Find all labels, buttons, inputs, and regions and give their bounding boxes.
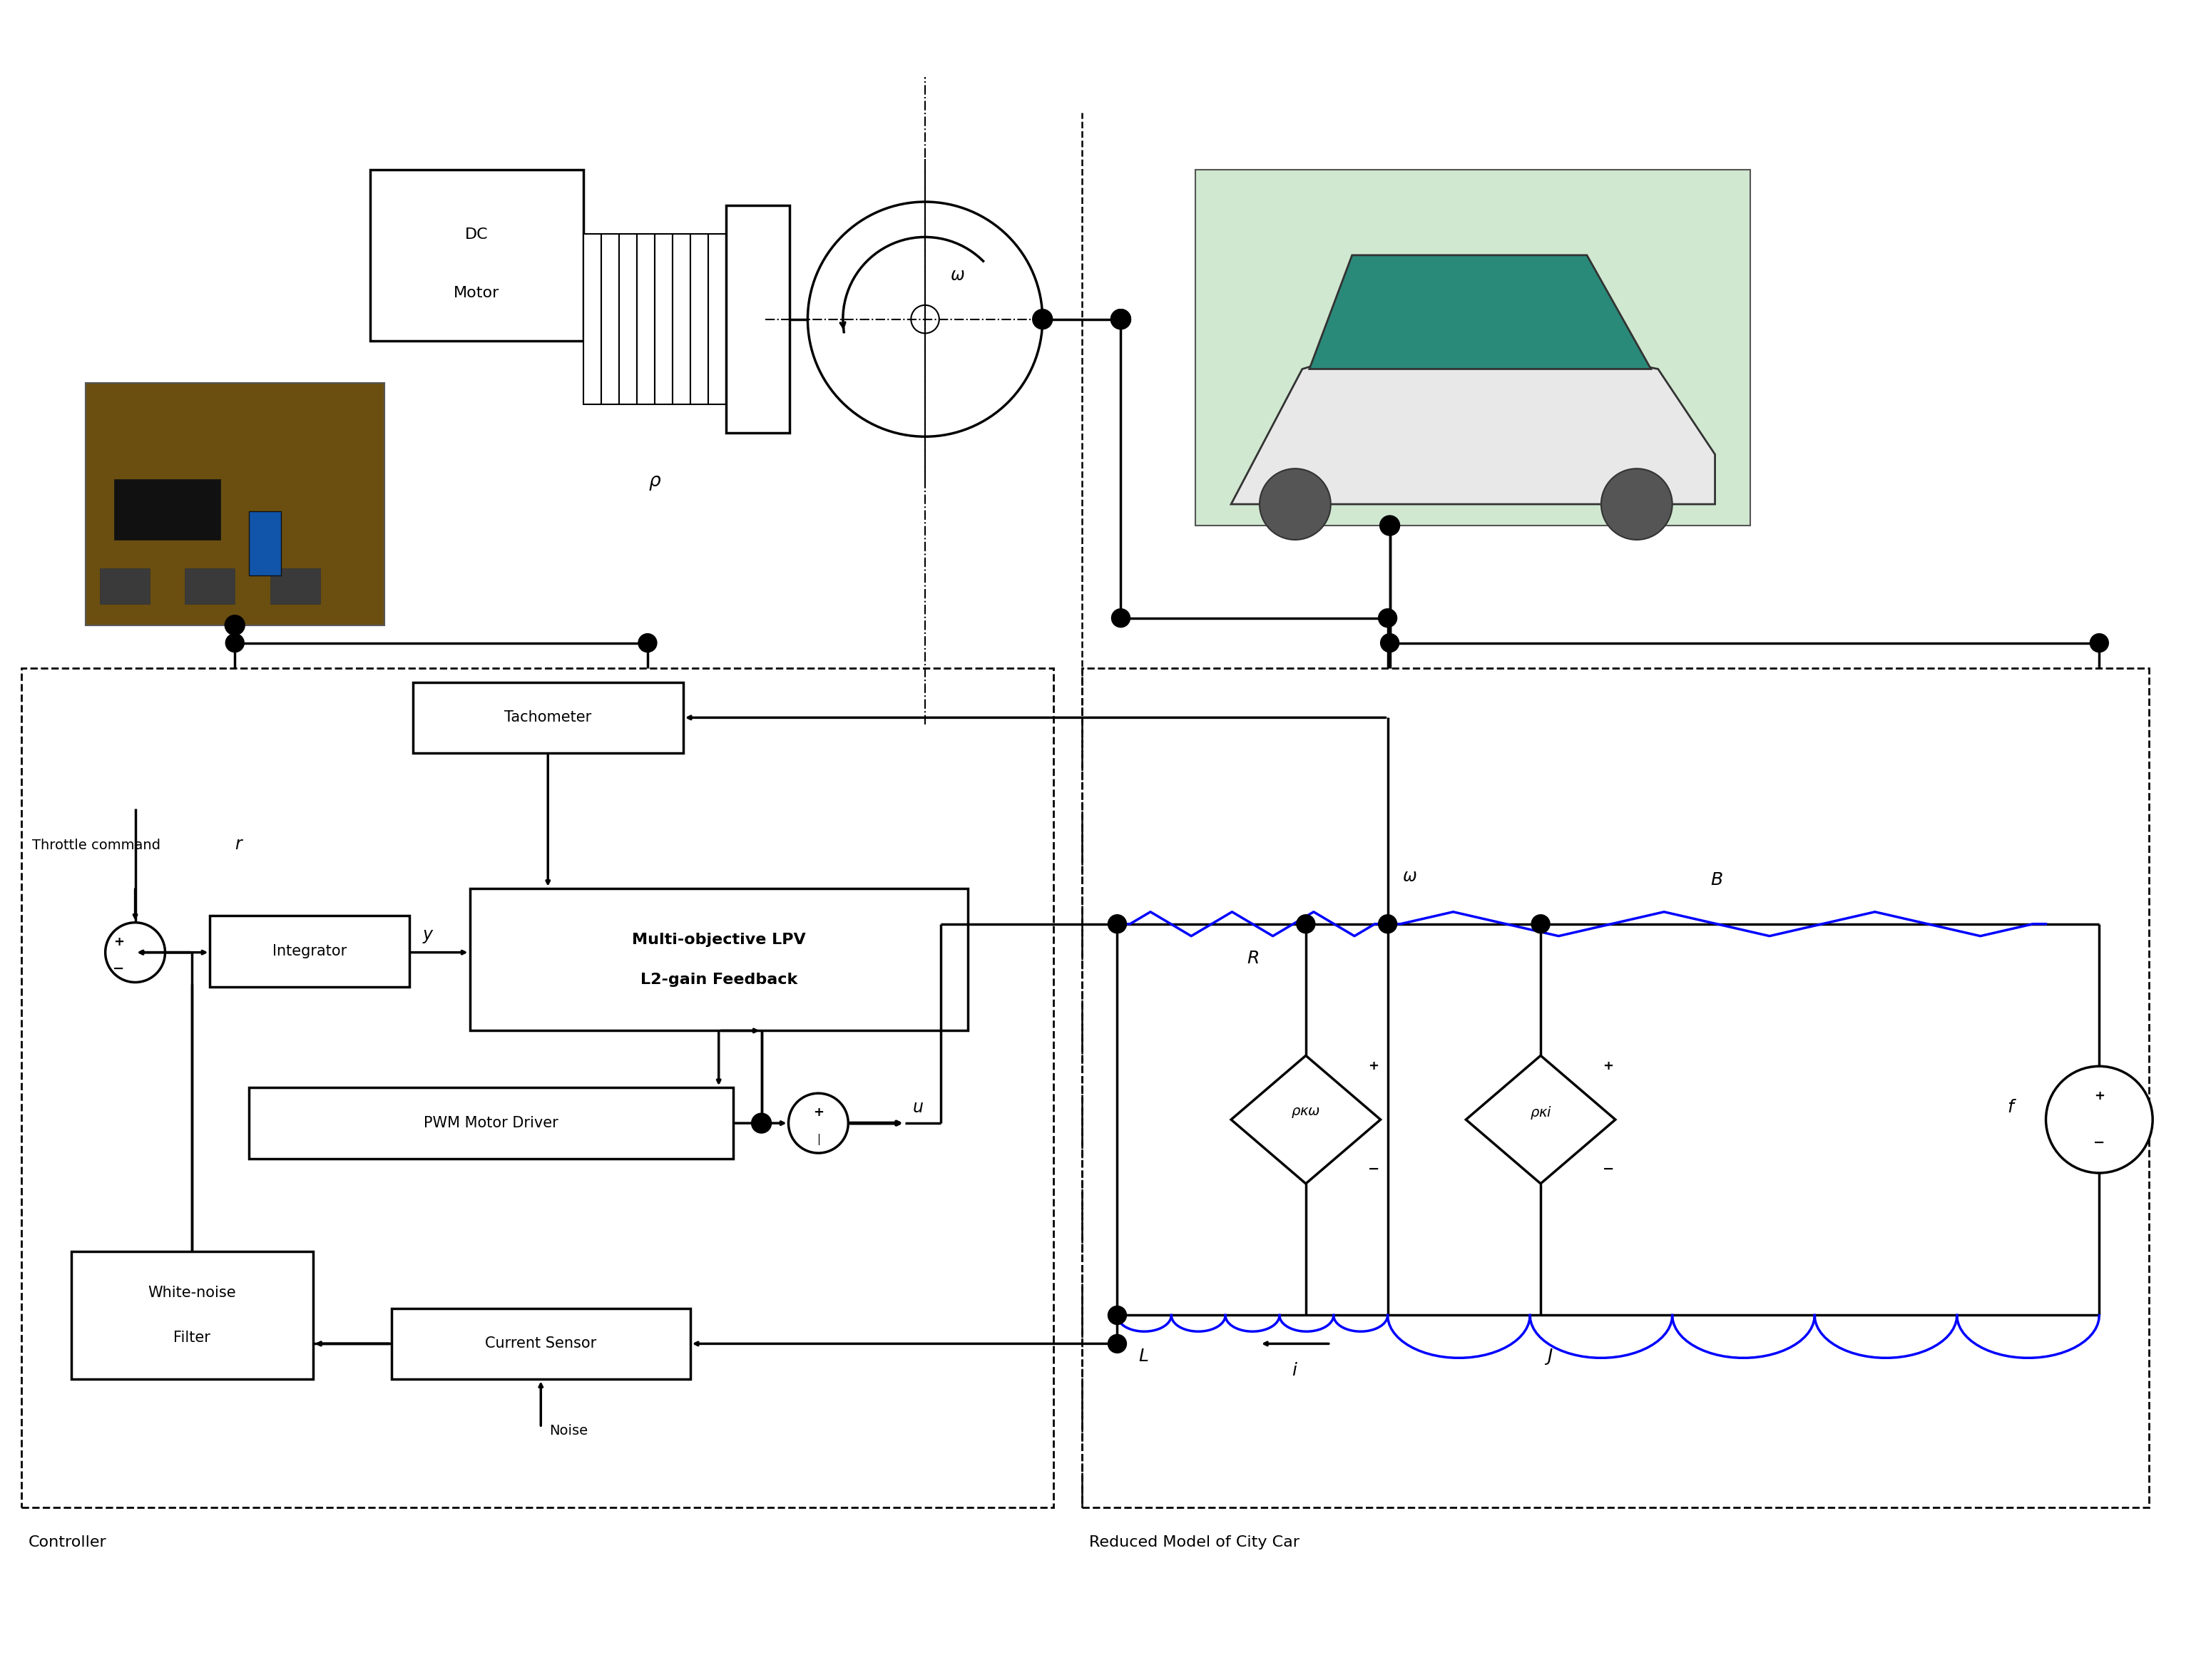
Text: $y$: $y$ [421,927,435,944]
Circle shape [106,922,165,983]
Bar [22,669,1052,1507]
Bar [726,205,790,433]
Circle shape [1381,633,1399,652]
Circle shape [225,615,245,635]
Text: Filter: Filter [174,1331,210,1346]
Bar [602,234,620,405]
Bar [1081,669,2149,1507]
Bar [620,234,638,405]
Text: Multi-objective LPV: Multi-objective LPV [631,932,805,948]
Bar [115,479,221,539]
Circle shape [752,1114,772,1132]
Text: +: + [113,936,124,949]
Circle shape [2045,1067,2153,1173]
Bar [673,234,690,405]
Circle shape [911,306,940,333]
Text: $r$: $r$ [234,835,245,853]
Circle shape [1107,1334,1127,1352]
Text: $R$: $R$ [1246,949,1257,966]
Circle shape [2089,633,2109,652]
Circle shape [1112,309,1132,329]
Bar [638,234,655,405]
Bar [271,568,320,603]
Text: L2-gain Feedback: L2-gain Feedback [640,973,796,986]
Text: $f$: $f$ [2007,1099,2016,1116]
Polygon shape [1310,255,1650,370]
Text: $\rho\kappa i$: $\rho\kappa i$ [1529,1104,1551,1121]
Circle shape [788,1094,849,1152]
Text: −: − [1602,1163,1615,1176]
Circle shape [1107,1305,1127,1324]
Circle shape [1112,309,1132,329]
Text: $\omega$: $\omega$ [1401,867,1416,885]
Bar [708,234,726,405]
Text: $i$: $i$ [1291,1362,1297,1379]
Bar [249,511,280,575]
Bar [470,889,968,1030]
Bar [86,383,384,625]
Text: $J$: $J$ [1544,1347,1553,1366]
Circle shape [1297,914,1315,932]
Text: $u$: $u$ [913,1099,924,1116]
Text: $\rho$: $\rho$ [649,474,662,492]
Text: +: + [1368,1060,1379,1072]
Circle shape [807,202,1043,437]
Bar [99,568,150,603]
Text: PWM Motor Driver: PWM Motor Driver [424,1116,558,1131]
Bar [371,170,585,341]
Bar [210,916,408,986]
Bar [585,234,602,405]
Text: $B$: $B$ [1710,872,1723,889]
Circle shape [225,633,245,652]
Bar [71,1252,313,1379]
Bar [690,234,708,405]
Circle shape [1379,516,1401,536]
Text: $J$: $J$ [814,309,825,329]
Text: Motor: Motor [454,286,501,299]
Circle shape [1602,469,1672,539]
Polygon shape [1231,1055,1381,1184]
Circle shape [1379,608,1396,627]
Text: −: − [2093,1136,2105,1149]
Polygon shape [1231,326,1714,504]
Text: Tachometer: Tachometer [505,711,591,724]
Text: |: | [816,1134,821,1146]
Bar [390,1309,690,1379]
Text: +: + [2093,1089,2105,1102]
Bar [413,682,684,753]
Text: Current Sensor: Current Sensor [485,1337,596,1351]
Text: White-noise: White-noise [148,1285,236,1300]
Circle shape [1260,469,1330,539]
Circle shape [1112,608,1129,627]
Text: +: + [814,1107,823,1119]
Text: DC: DC [465,227,488,242]
Circle shape [1032,309,1052,329]
Text: +: + [1604,1060,1613,1072]
Circle shape [638,633,657,652]
Text: Noise: Noise [549,1425,589,1438]
Text: $L$: $L$ [1138,1347,1149,1366]
Text: Reduced Model of City Car: Reduced Model of City Car [1090,1536,1299,1549]
Text: Integrator: Integrator [271,944,346,958]
Text: Throttle command: Throttle command [33,838,161,852]
Bar [249,1087,732,1159]
Bar [1196,170,1752,526]
Circle shape [1531,914,1551,932]
Polygon shape [1467,1055,1615,1184]
Bar [655,234,673,405]
Circle shape [1107,914,1127,932]
Text: −: − [1368,1163,1379,1176]
Text: $\omega$: $\omega$ [951,267,964,284]
Text: Controller: Controller [29,1536,106,1549]
Bar [185,568,234,603]
Text: −: − [113,963,124,976]
Circle shape [1379,914,1396,932]
Text: $\rho\kappa\omega$: $\rho\kappa\omega$ [1291,1105,1321,1119]
